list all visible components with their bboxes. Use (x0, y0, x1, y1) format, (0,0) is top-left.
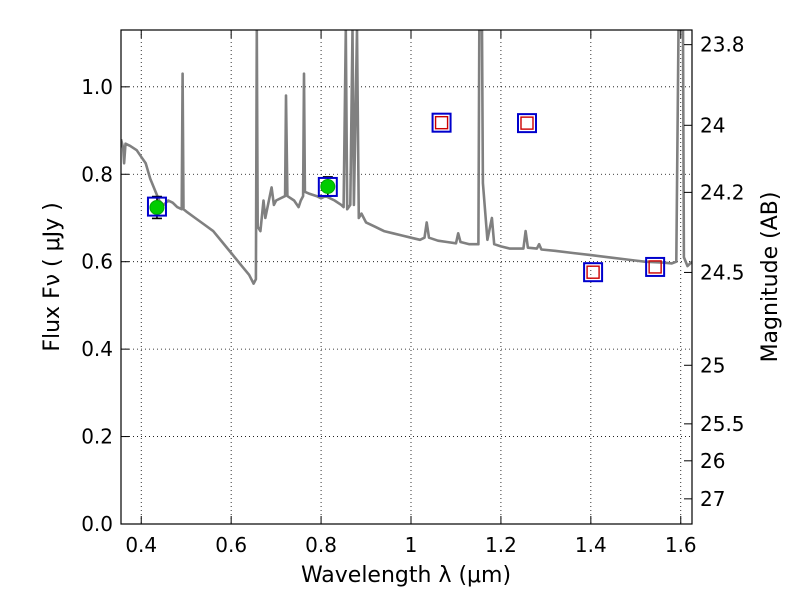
y-tick-label: 1.0 (81, 75, 113, 99)
upper-limit-point (648, 260, 662, 274)
x-tick-label: 0.6 (215, 533, 247, 557)
y2-axis-label: Magnitude (AB) (758, 192, 783, 363)
y2-tick-label: 25 (700, 353, 725, 377)
spectrum-layer (121, 30, 692, 285)
x-tick-label: 1 (405, 533, 418, 557)
y2-tick-label: 24.2 (700, 180, 745, 204)
observed-point (149, 199, 165, 215)
axis-ticks: 0.4 0.6 0.8 1 1.2 1.4 1.6 0.0 0.2 0.4 0.6 0.8 1.0 23.… (81, 30, 745, 557)
upper-limit-point (520, 116, 534, 130)
y2-tick-label: 25.5 (700, 412, 745, 436)
y2-tick-label: 26 (700, 449, 725, 473)
upper-limit-point (586, 265, 600, 279)
y-axis-label: Flux Fν ( μJy ) (40, 202, 65, 351)
y2-tick-label: 27 (700, 487, 725, 511)
y-tick-label: 0.4 (81, 337, 113, 361)
y2-tick-label: 24.5 (700, 260, 745, 284)
y-tick-label: 0.2 (81, 425, 113, 449)
model-point (645, 256, 666, 277)
y-tick-label: 0.6 (81, 250, 113, 274)
observed-point (320, 179, 336, 195)
x-tick-label: 1.6 (665, 533, 697, 557)
plot-frame (120, 29, 693, 525)
model-point (317, 176, 338, 197)
upper-limit-point (434, 115, 449, 130)
x-tick-label: 1.2 (485, 533, 517, 557)
x-axis-label: Wavelength λ (μm) (301, 563, 511, 588)
model-point (146, 196, 167, 217)
y-tick-label: 0.8 (81, 162, 113, 186)
x-tick-label: 0.4 (125, 533, 157, 557)
x-tick-label: 0.8 (305, 533, 337, 557)
y-tick-label: 0.0 (81, 512, 113, 536)
y2-tick-label: 24 (700, 113, 725, 137)
grid-lines (121, 30, 692, 525)
spectrum-line (121, 30, 692, 285)
model-point (583, 262, 604, 283)
y2-tick-label: 23.8 (700, 33, 745, 57)
model-point (431, 112, 452, 133)
photometry-layer (146, 112, 666, 283)
model-point (516, 113, 537, 134)
x-tick-label: 1.4 (575, 533, 607, 557)
